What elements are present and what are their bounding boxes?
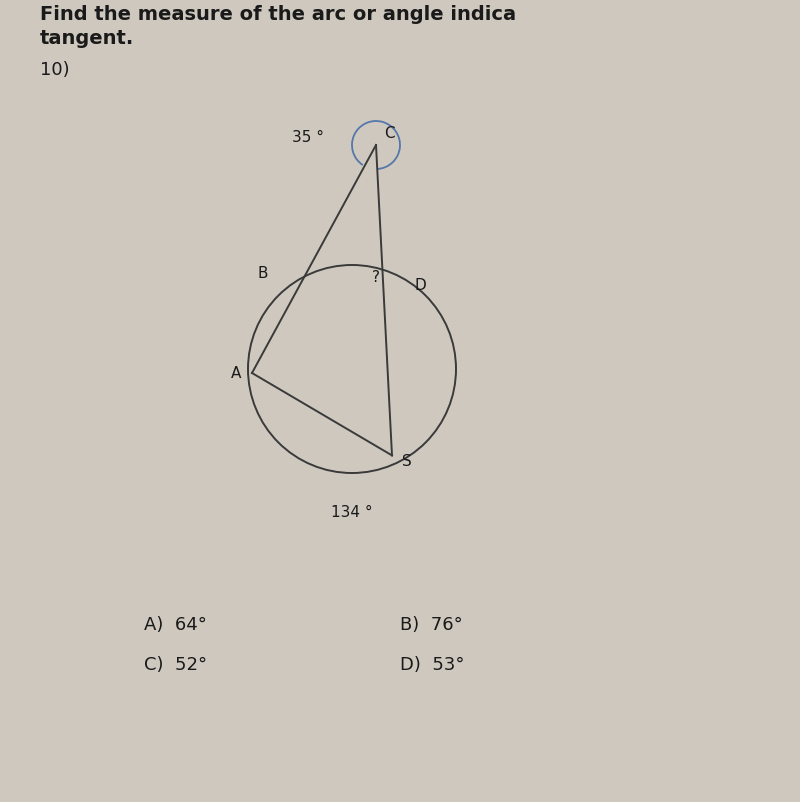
Text: tangent.: tangent.: [40, 29, 134, 48]
Text: C: C: [384, 126, 394, 141]
Text: 134 °: 134 °: [331, 505, 373, 520]
Text: 10): 10): [40, 61, 70, 79]
Text: A)  64°: A) 64°: [144, 616, 207, 634]
Text: 35 °: 35 °: [292, 129, 324, 144]
Text: B)  76°: B) 76°: [400, 616, 462, 634]
Text: B: B: [258, 266, 268, 281]
Text: ?: ?: [372, 269, 380, 285]
Text: D)  53°: D) 53°: [400, 656, 465, 674]
Text: D: D: [414, 277, 426, 293]
Text: S: S: [402, 454, 411, 469]
Text: C)  52°: C) 52°: [144, 656, 207, 674]
Text: Find the measure of the arc or angle indica: Find the measure of the arc or angle ind…: [40, 5, 516, 24]
Text: A: A: [231, 366, 242, 380]
